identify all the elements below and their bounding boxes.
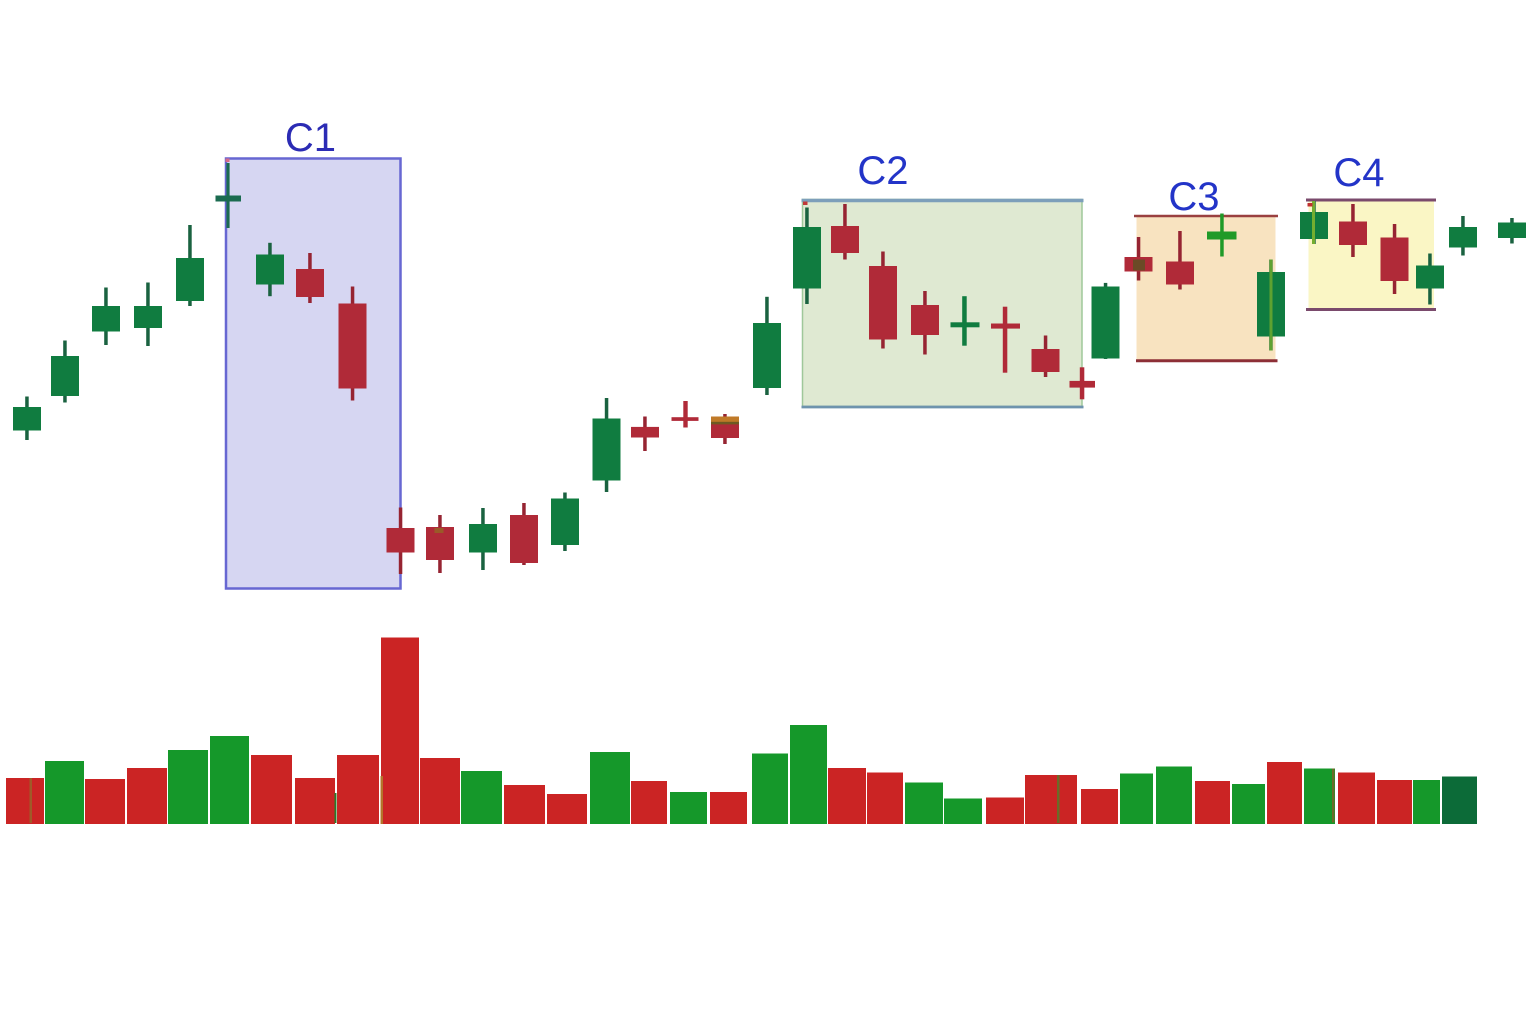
svg-text:C2: C2 [857, 149, 908, 193]
svg-text:C4: C4 [1333, 151, 1384, 195]
svg-text:C3: C3 [1168, 175, 1219, 219]
svg-text:C1: C1 [285, 116, 336, 160]
